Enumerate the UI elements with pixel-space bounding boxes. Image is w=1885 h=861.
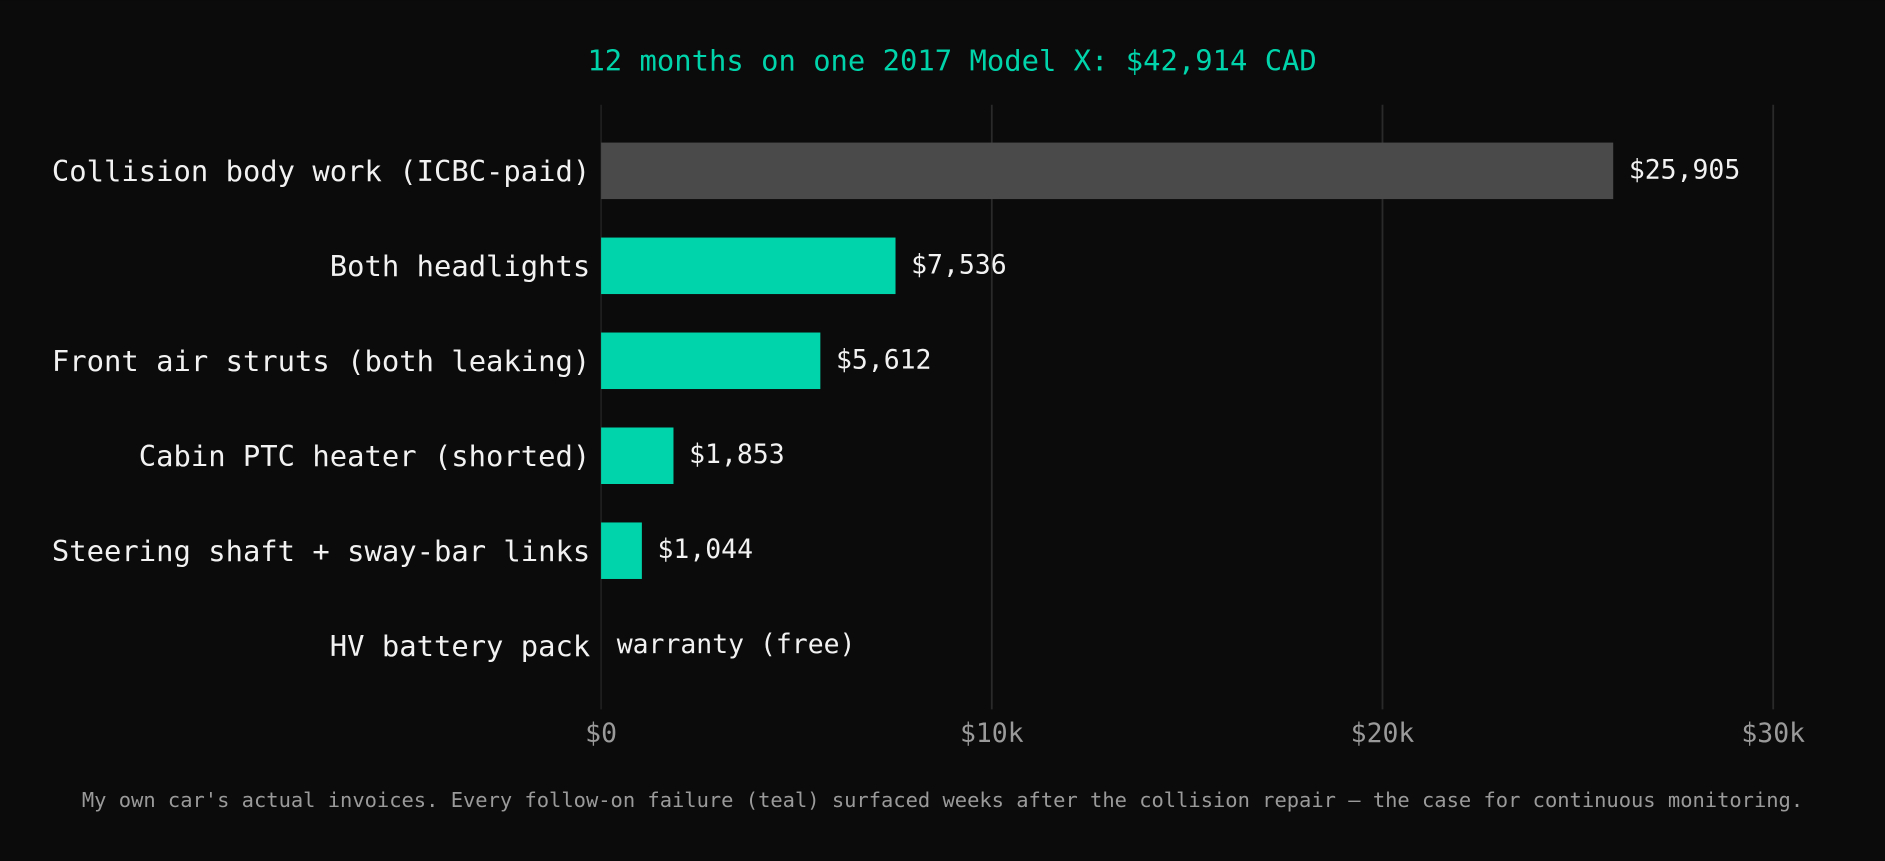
bar (601, 427, 674, 484)
x-tick-label: $0 (585, 718, 617, 749)
x-tick-label: $20k (1351, 718, 1415, 749)
value-label: $7,536 (911, 249, 1007, 280)
y-tick-label: Steering shaft + sway-bar links (52, 534, 590, 568)
chart-title: 12 months on one 2017 Model X: $42,914 C… (587, 44, 1316, 78)
bar (601, 142, 1614, 200)
value-label: warranty (free) (617, 629, 856, 660)
footnote: My own car's actual invoices. Every foll… (82, 788, 1803, 812)
bar (601, 332, 821, 390)
y-tick-label: Both headlights (330, 249, 590, 283)
value-label: $25,905 (1629, 154, 1740, 185)
value-label: $5,612 (836, 344, 932, 375)
bar (601, 522, 642, 579)
y-tick-label: Collision body work (ICBC-paid) (52, 154, 590, 188)
y-tick-label: Cabin PTC heater (shorted) (139, 439, 591, 473)
value-label: $1,853 (689, 439, 785, 470)
x-tick-label: $30k (1741, 718, 1805, 749)
x-tick-label: $10k (960, 718, 1024, 749)
y-tick-label: HV battery pack (330, 629, 590, 663)
bar (601, 237, 896, 295)
value-label: $1,044 (658, 534, 754, 565)
y-tick-label: Front air struts (both leaking) (52, 344, 590, 378)
